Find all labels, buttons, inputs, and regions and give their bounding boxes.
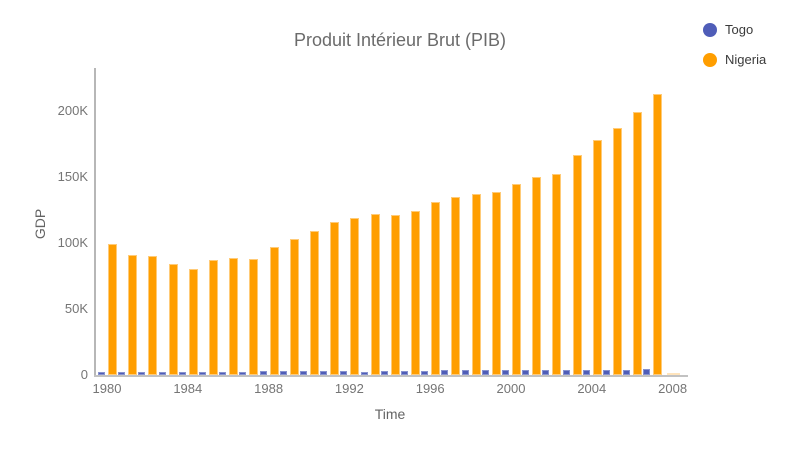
bar-nigeria-1984[interactable] <box>188 269 198 375</box>
legend: Togo Nigeria <box>703 22 766 82</box>
legend-swatch-icon <box>703 52 717 67</box>
bar-nigeria-1981[interactable] <box>128 254 138 375</box>
bar-nigeria-1983[interactable] <box>168 264 178 375</box>
bar-togo-1990[interactable] <box>300 371 307 375</box>
bar-togo-1996[interactable] <box>421 370 429 375</box>
y-tick-label: 100K <box>57 235 88 250</box>
bar-nigeria-1991[interactable] <box>330 221 340 375</box>
bar-nigeria-1982[interactable] <box>148 256 158 375</box>
legend-label: Togo <box>725 22 754 37</box>
bar-nigeria-2000[interactable] <box>512 183 521 375</box>
bar-togo-1992[interactable] <box>340 371 348 375</box>
bar-nigeria-1996[interactable] <box>431 202 441 375</box>
legend-label: Nigeria <box>725 52 767 67</box>
bar-togo-1997[interactable] <box>441 370 449 375</box>
bar-nigeria-1994[interactable] <box>390 215 400 375</box>
bar-nigeria-2007[interactable] <box>653 93 663 375</box>
x-axis-title: Time <box>374 406 406 422</box>
bar-togo-2002[interactable] <box>542 370 550 375</box>
bar-nigeria-1997[interactable] <box>451 196 461 375</box>
y-tick-label: 200K <box>57 103 88 118</box>
bar-togo-1993[interactable] <box>360 372 368 375</box>
bar-togo-1995[interactable] <box>401 370 408 375</box>
y-axis-line <box>94 68 96 377</box>
y-axis-title: GDP <box>32 208 48 240</box>
bar-nigeria-1980[interactable] <box>108 244 117 375</box>
x-axis-line <box>94 375 688 377</box>
bar-nigeria-1998[interactable] <box>471 194 481 375</box>
bar-togo-1985[interactable] <box>199 371 206 375</box>
bar-nigeria-1987[interactable] <box>249 258 259 375</box>
bar-nigeria-2004[interactable] <box>592 140 602 375</box>
bar-togo-1984[interactable] <box>178 371 186 375</box>
legend-swatch-icon <box>703 22 717 37</box>
bar-nigeria-2003[interactable] <box>572 154 582 375</box>
bar-togo-2001[interactable] <box>522 370 530 375</box>
bar-togo-1986[interactable] <box>219 371 227 375</box>
x-tick-label: 1980 <box>92 381 122 396</box>
bar-togo-2003[interactable] <box>562 369 570 375</box>
bar-nigeria-2001[interactable] <box>532 177 542 375</box>
bar-nigeria-1992[interactable] <box>350 217 360 375</box>
bar-togo-1982[interactable] <box>138 371 146 375</box>
bar-nigeria-1988[interactable] <box>269 246 279 375</box>
x-tick-label: 2008 <box>658 381 688 396</box>
bar-togo-1989[interactable] <box>279 371 287 375</box>
bar-nigeria-2006[interactable] <box>633 112 643 375</box>
bar-togo-2007[interactable] <box>643 369 651 375</box>
legend-item-togo[interactable]: Togo <box>703 22 766 37</box>
bar-nigeria-1989[interactable] <box>289 239 299 375</box>
bar-togo-1987[interactable] <box>239 371 247 375</box>
bar-togo-1991[interactable] <box>320 371 328 375</box>
x-tick-label: 1988 <box>254 381 284 396</box>
y-tick-label: 50K <box>64 301 88 316</box>
bar-nigeria-2005[interactable] <box>613 128 622 375</box>
x-tick-label: 1996 <box>415 381 445 396</box>
bar-togo-2000[interactable] <box>502 370 509 375</box>
bar-togo-1998[interactable] <box>461 370 469 375</box>
bar-togo-1983[interactable] <box>158 372 166 375</box>
bar-togo-2004[interactable] <box>582 369 590 375</box>
bar-togo-1980[interactable] <box>98 371 105 375</box>
bar-partial-2008[interactable] <box>666 373 680 375</box>
bar-togo-1999[interactable] <box>481 370 489 375</box>
x-tick-label: 2004 <box>577 381 607 396</box>
legend-item-nigeria[interactable]: Nigeria <box>703 52 766 67</box>
bar-nigeria-1993[interactable] <box>370 213 380 375</box>
y-tick-label: 0 <box>80 367 88 382</box>
x-tick-label: 1984 <box>173 381 203 396</box>
y-tick-label: 150K <box>57 169 88 184</box>
bar-nigeria-1986[interactable] <box>229 257 239 375</box>
bar-nigeria-1990[interactable] <box>310 231 319 375</box>
bar-togo-1994[interactable] <box>380 371 388 375</box>
bar-togo-2005[interactable] <box>603 369 610 375</box>
bar-nigeria-1999[interactable] <box>491 191 501 375</box>
bar-nigeria-1985[interactable] <box>209 260 218 375</box>
chart-title: Produit Intérieur Brut (PIB) <box>293 30 507 50</box>
x-tick-label: 2000 <box>496 381 526 396</box>
bar-nigeria-2002[interactable] <box>552 174 562 375</box>
bar-nigeria-1995[interactable] <box>411 211 420 375</box>
bar-togo-2006[interactable] <box>623 369 631 375</box>
x-tick-label: 1992 <box>334 381 364 396</box>
bar-togo-1988[interactable] <box>259 371 267 375</box>
bar-togo-1981[interactable] <box>118 371 126 375</box>
